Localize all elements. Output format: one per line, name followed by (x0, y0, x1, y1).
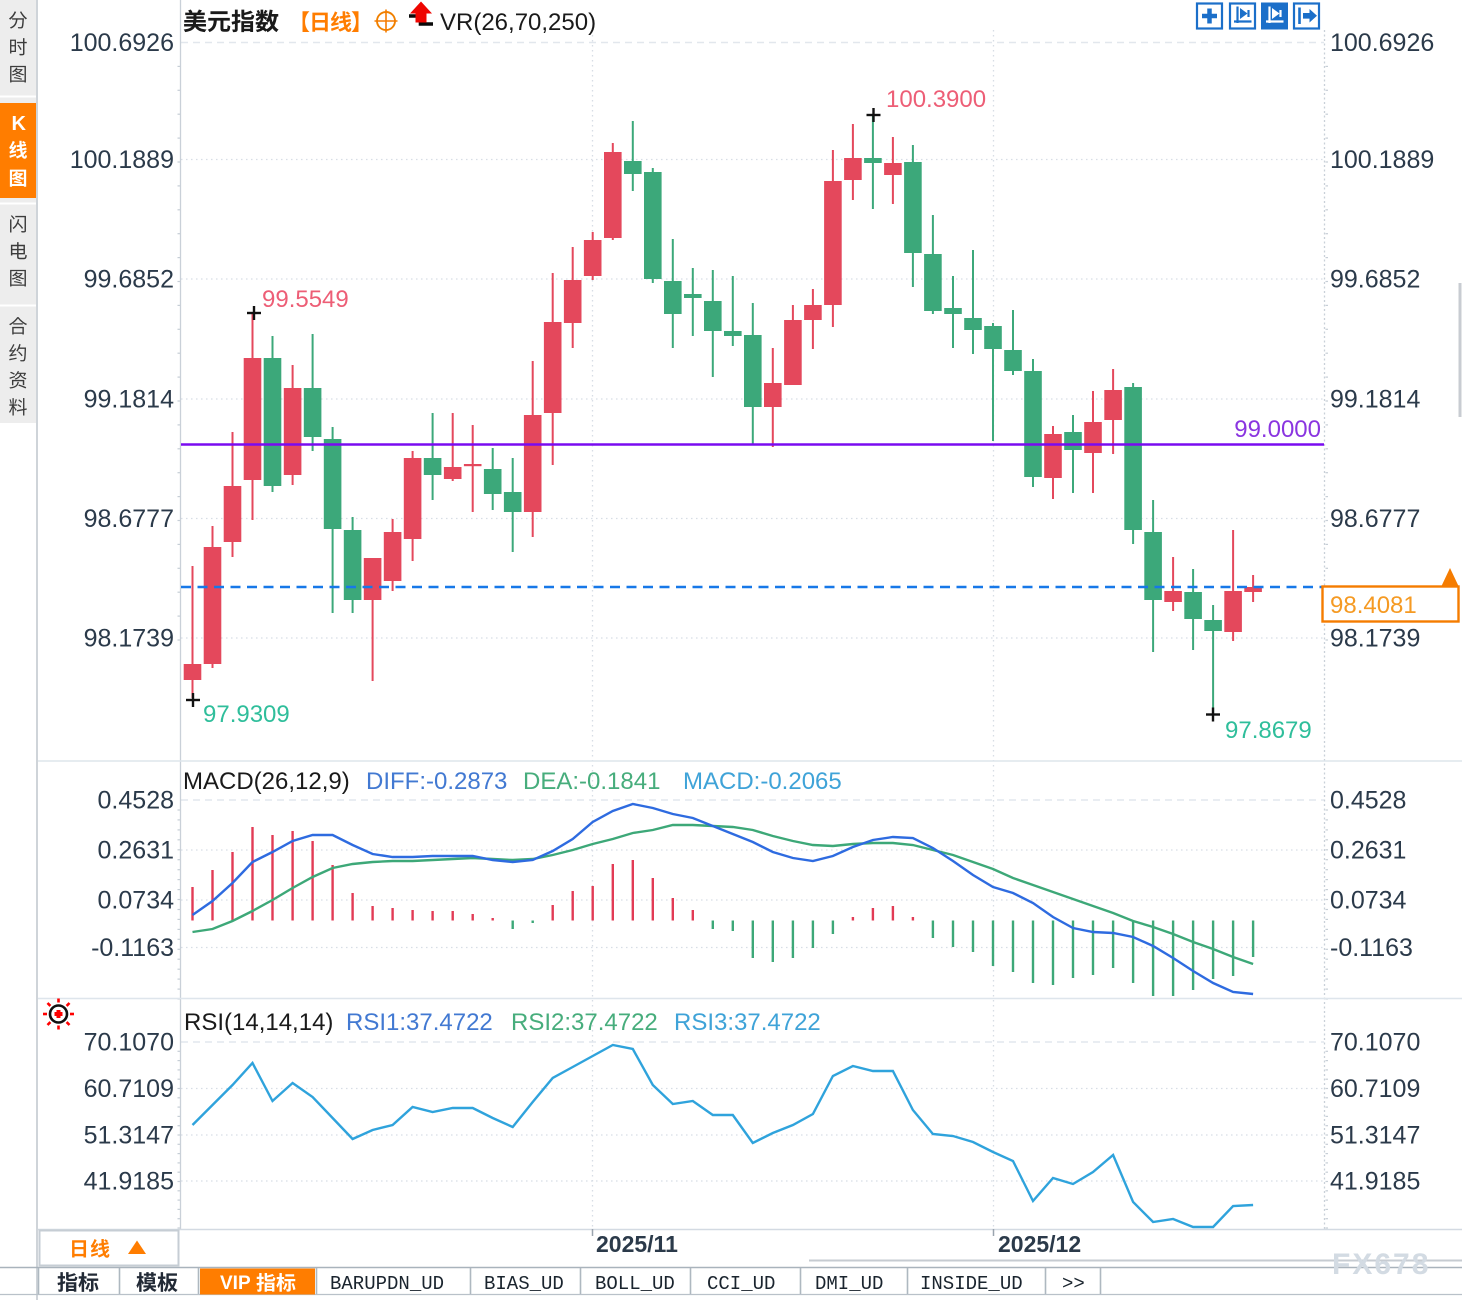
svg-text:BARUPDN_UD: BARUPDN_UD (330, 1273, 444, 1295)
svg-text:51.3147: 51.3147 (1330, 1122, 1420, 1150)
svg-text:BIAS_UD: BIAS_UD (484, 1273, 564, 1295)
svg-text:2025/11: 2025/11 (596, 1231, 678, 1257)
svg-text:RSI3:37.4722: RSI3:37.4722 (674, 1009, 821, 1036)
svg-text:70.1070: 70.1070 (1330, 1029, 1420, 1057)
svg-text:99.0000: 99.0000 (1234, 416, 1321, 443)
svg-text:41.9185: 41.9185 (1330, 1168, 1420, 1196)
svg-text:60.7109: 60.7109 (1330, 1075, 1420, 1103)
svg-text:99.6852: 99.6852 (1330, 266, 1420, 294)
svg-text:K: K (12, 113, 27, 135)
svg-text:97.8679: 97.8679 (1225, 717, 1312, 744)
svg-text:INSIDE_UD: INSIDE_UD (920, 1273, 1023, 1295)
svg-text:MACD:-0.2065: MACD:-0.2065 (683, 768, 842, 795)
svg-text:VR(26,70,250): VR(26,70,250) (440, 9, 596, 36)
svg-text:97.9309: 97.9309 (203, 701, 290, 728)
svg-text:0.2631: 0.2631 (1330, 837, 1406, 865)
svg-text:100.6926: 100.6926 (70, 29, 174, 57)
svg-text:DMI_UD: DMI_UD (815, 1273, 883, 1295)
svg-text:DIFF:-0.2873: DIFF:-0.2873 (366, 768, 507, 795)
svg-text:MACD(26,12,9): MACD(26,12,9) (183, 768, 350, 795)
svg-text:60.7109: 60.7109 (84, 1075, 174, 1103)
svg-text:0.2631: 0.2631 (98, 837, 174, 865)
svg-text:-0.1163: -0.1163 (1330, 934, 1413, 962)
svg-text:51.3147: 51.3147 (84, 1122, 174, 1150)
svg-text:41.9185: 41.9185 (84, 1168, 174, 1196)
svg-text:99.1814: 99.1814 (1330, 386, 1420, 414)
svg-text:0.4528: 0.4528 (1330, 787, 1406, 815)
svg-text:-0.1163: -0.1163 (91, 934, 174, 962)
svg-text:100.3900: 100.3900 (886, 86, 986, 113)
svg-text:RSI1:37.4722: RSI1:37.4722 (346, 1009, 493, 1036)
svg-text:98.1739: 98.1739 (1330, 625, 1420, 653)
svg-text:70.1070: 70.1070 (84, 1029, 174, 1057)
svg-text:99.1814: 99.1814 (84, 386, 174, 414)
svg-text:BOLL_UD: BOLL_UD (595, 1273, 675, 1295)
svg-text:100.6926: 100.6926 (1330, 29, 1434, 57)
svg-text:CCI_UD: CCI_UD (707, 1273, 775, 1295)
svg-text:0.0734: 0.0734 (98, 887, 175, 915)
svg-text:DEA:-0.1841: DEA:-0.1841 (523, 768, 660, 795)
svg-text:RSI2:37.4722: RSI2:37.4722 (511, 1009, 658, 1036)
svg-text:RSI(14,14,14): RSI(14,14,14) (184, 1009, 333, 1036)
svg-text:VIP: VIP (220, 1273, 251, 1294)
svg-text:FX678: FX678 (1332, 1248, 1430, 1281)
svg-text:0.0734: 0.0734 (1330, 887, 1407, 915)
svg-text:100.1889: 100.1889 (1330, 146, 1434, 174)
svg-text:98.4081: 98.4081 (1330, 592, 1417, 619)
svg-text:98.1739: 98.1739 (84, 625, 174, 653)
svg-text:98.6777: 98.6777 (1330, 505, 1420, 533)
svg-text:100.1889: 100.1889 (70, 146, 174, 174)
svg-text:0.4528: 0.4528 (98, 787, 174, 815)
svg-text:2025/12: 2025/12 (998, 1231, 1081, 1257)
svg-text:99.5549: 99.5549 (262, 286, 349, 313)
svg-text:98.6777: 98.6777 (84, 505, 174, 533)
svg-text:>>: >> (1062, 1273, 1085, 1295)
svg-text:99.6852: 99.6852 (84, 266, 174, 294)
